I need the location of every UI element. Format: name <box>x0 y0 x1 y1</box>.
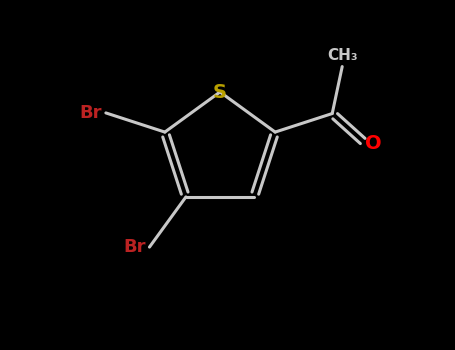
Text: O: O <box>365 134 382 153</box>
Text: CH₃: CH₃ <box>327 48 358 63</box>
Text: S: S <box>213 83 227 102</box>
Text: Br: Br <box>79 104 102 122</box>
Text: Br: Br <box>123 238 146 256</box>
